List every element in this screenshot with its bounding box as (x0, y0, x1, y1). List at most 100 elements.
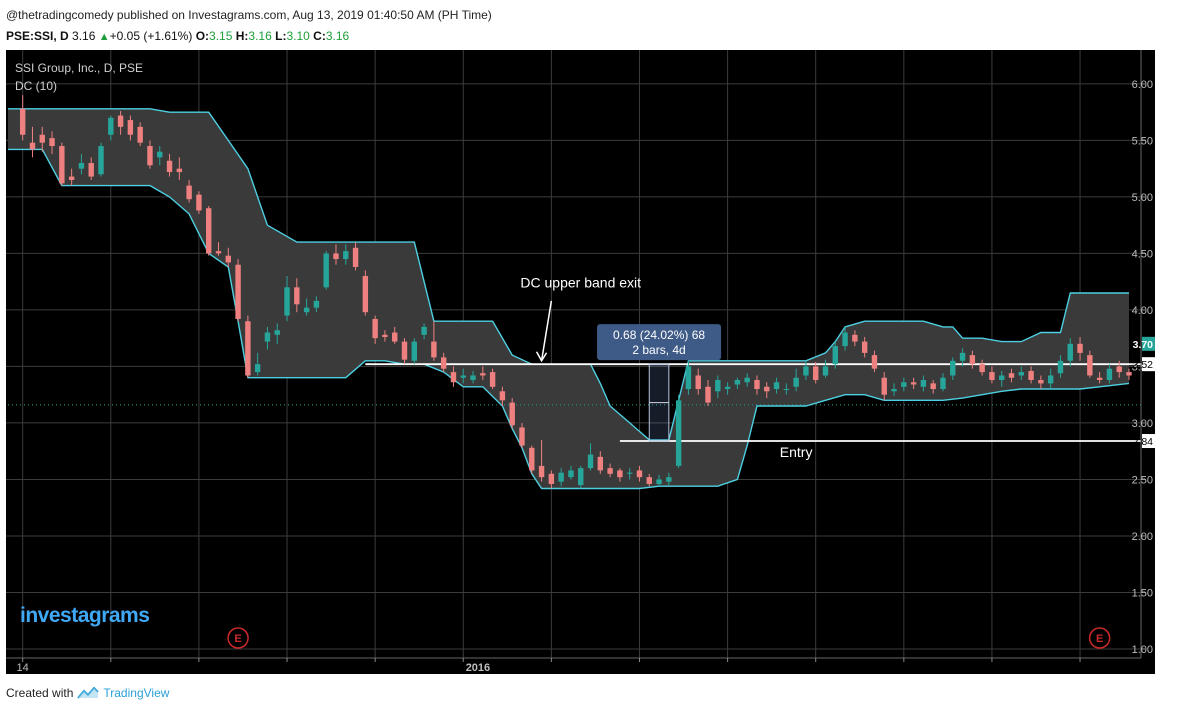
candle-up (891, 389, 897, 392)
candle-down (764, 386, 770, 392)
candle-down (49, 138, 55, 147)
price-tick-label: 3.00 (1132, 418, 1153, 430)
line-price-badge (1142, 434, 1155, 449)
annotation-label: DC upper band exit (520, 274, 641, 290)
candle-down (754, 379, 760, 390)
candle-down (519, 427, 525, 446)
candle-down (695, 375, 701, 390)
candle-down (137, 126, 143, 143)
candle-up (822, 366, 829, 376)
candle-down (68, 176, 75, 180)
candle-down (215, 251, 222, 254)
candle-up (108, 117, 114, 135)
low-value: 3.10 (286, 29, 310, 43)
measure-tooltip-line2: 2 bars, 4d (632, 343, 685, 357)
measure-tooltip-line1: 0.68 (24.02%) 68 (613, 328, 705, 342)
candle-down (861, 341, 868, 353)
annotations: DC upper band exit Entry (520, 274, 812, 460)
candle-up (675, 400, 682, 466)
price-tick-label: 2.00 (1132, 531, 1153, 543)
candle-down (969, 355, 976, 365)
tradingview-link[interactable]: TradingView (103, 686, 170, 700)
low-label: L: (275, 29, 287, 43)
candle-down (636, 470, 643, 478)
candle-down (1077, 343, 1083, 353)
high-label: H: (235, 29, 249, 43)
channel-fill (8, 108, 1129, 489)
candle-down (597, 456, 604, 471)
symbol-label: PSE:SSI, D (6, 29, 69, 43)
candle-down (59, 146, 65, 184)
candle-down (362, 276, 369, 313)
candle-down (352, 247, 359, 267)
candle-up (842, 332, 848, 347)
candle-down (705, 386, 711, 403)
candle-down (19, 108, 26, 135)
time-tick-label: 2016 (466, 662, 490, 674)
price-tick-label: 5.00 (1132, 192, 1153, 204)
candle-up (1106, 368, 1113, 380)
price-tick-label: 5.50 (1132, 135, 1153, 147)
candle-down (852, 334, 858, 342)
candle-down (1116, 366, 1122, 373)
candle-down (225, 255, 231, 263)
close-value: 3.16 (325, 29, 350, 43)
time-axis[interactable] (6, 658, 1141, 674)
candle-up (1057, 360, 1064, 374)
last-price: 3.16 (72, 29, 96, 43)
candle-up (959, 352, 966, 361)
candle-up (254, 364, 261, 373)
candles (19, 95, 1132, 489)
candle-down (930, 383, 936, 390)
candle-up (920, 379, 927, 387)
price-badge-label: 3.52 (1133, 359, 1154, 371)
reference-lines (8, 363, 1141, 442)
candle-down (538, 465, 545, 478)
candle-down (646, 477, 652, 484)
legend-indicator: DC (10) (15, 79, 57, 93)
candle-up (460, 375, 466, 378)
candle-down (372, 318, 378, 339)
footer: Created with TradingView (6, 686, 169, 700)
candle-up (832, 346, 838, 365)
candle-down (548, 473, 555, 484)
price-tick-label: 4.00 (1132, 305, 1153, 317)
candle-down (382, 334, 388, 338)
candle-down (529, 447, 535, 471)
investagrams-watermark: investagrams (20, 604, 149, 627)
exit-arrowhead (535, 351, 548, 363)
high-value: 3.16 (248, 29, 272, 43)
candle-up (734, 379, 741, 385)
candle-up (1067, 343, 1073, 361)
candle-up (901, 382, 907, 387)
candle-up (715, 379, 721, 392)
price-badge-label: 3.70 (1133, 339, 1154, 351)
candle-down (1096, 377, 1103, 380)
time-axis-labels: 14 2016 (6, 657, 1141, 674)
candle-up (744, 377, 750, 383)
candle-down (871, 355, 878, 369)
candle-down (979, 364, 985, 373)
candle-up (157, 151, 163, 158)
candle-up (470, 375, 476, 380)
candle-up (568, 470, 574, 478)
price-tick-label: 4.50 (1132, 248, 1153, 260)
price-tick-label: 1.00 (1132, 644, 1153, 656)
candle-up (578, 468, 584, 486)
chart-area[interactable]: 0.68 (24.02%) 68 2 bars, 4d DC upper band… (6, 50, 1155, 674)
candle-down (333, 253, 339, 260)
candle-up (773, 382, 780, 390)
candle-down (910, 382, 917, 385)
candle-down (235, 264, 241, 319)
candle-up (950, 360, 956, 376)
candle-up (558, 472, 564, 482)
candle-up (626, 472, 633, 474)
earnings-icon (227, 627, 249, 649)
donchian-channel (8, 108, 1130, 490)
price-change: +0.05 (+1.61%) (109, 29, 193, 43)
candle-up (303, 307, 310, 313)
candle-up (803, 366, 809, 376)
open-value: 3.15 (209, 29, 233, 43)
candlestick-chart[interactable]: 0.68 (24.02%) 682 bars, 4d DC upper band… (6, 50, 1155, 674)
